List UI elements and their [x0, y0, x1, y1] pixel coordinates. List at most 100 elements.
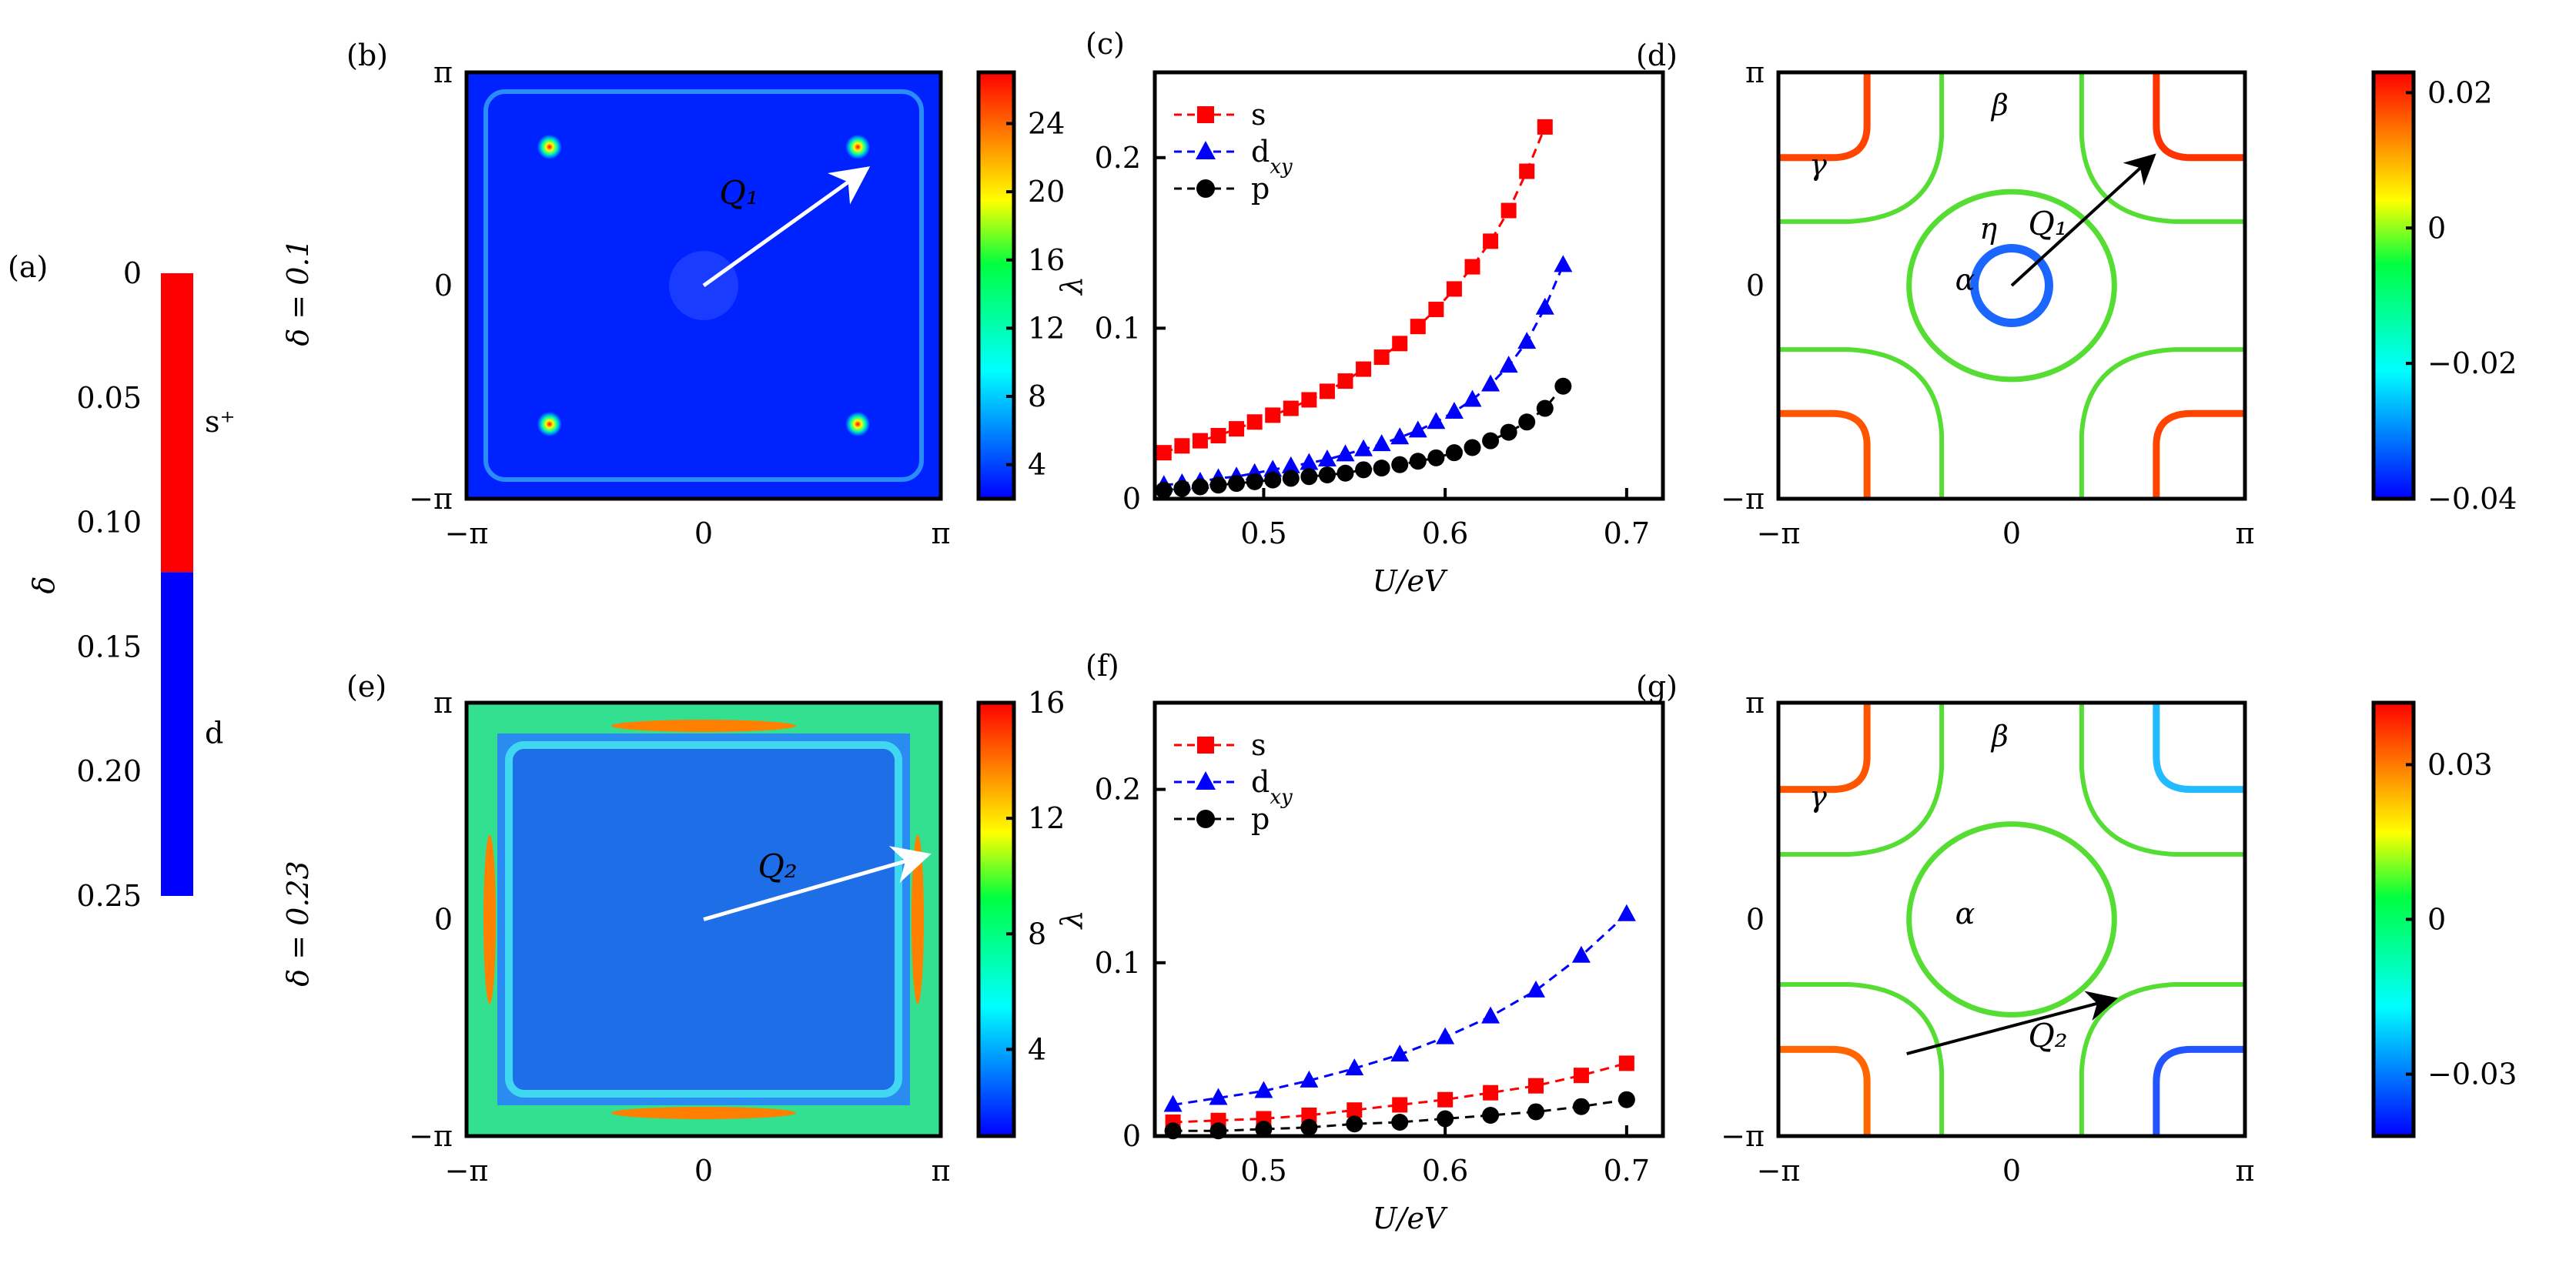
x-tick-label: π	[2236, 516, 2255, 550]
data-point-triangle	[1535, 297, 1554, 315]
colorbar-tick-label: 0.03	[2427, 747, 2493, 781]
heatmap-hotspot	[537, 134, 562, 159]
fermi-pocket-gamma	[1778, 1045, 1871, 1136]
data-point-triangle	[1163, 1095, 1183, 1112]
data-point-triangle	[1300, 453, 1319, 470]
tick-label: 0	[123, 256, 142, 290]
colorbar-tick-label: 0	[2427, 903, 2446, 937]
phase-segment-1	[161, 572, 193, 896]
legend-marker	[1197, 106, 1214, 123]
colorbar	[976, 70, 1016, 501]
y-tick-label: 0	[1122, 482, 1141, 516]
series-line	[1173, 913, 1628, 1106]
data-point-square	[1301, 1107, 1317, 1123]
y-tick-label: π	[1745, 686, 1765, 720]
data-point-circle	[1173, 480, 1191, 497]
data-point-circle	[1318, 466, 1336, 483]
series-s	[1156, 119, 1553, 461]
data-point-circle	[1500, 423, 1517, 441]
data-point-circle	[1337, 464, 1354, 482]
data-point-square	[1437, 1091, 1454, 1108]
fermi-sheet-beta	[1778, 72, 1945, 224]
fermi-pocket-gamma	[2153, 72, 2245, 162]
fermi-pocket-eta	[1970, 244, 2053, 327]
nesting-vector-label: Q₂	[2028, 1017, 2067, 1054]
nesting-vector-arrow	[2010, 153, 2156, 287]
tick-label: 0.20	[76, 754, 142, 788]
fermi-pocket-gamma	[1778, 72, 1871, 162]
y-tick-label: 0	[1746, 269, 1765, 302]
x-tick-label: 0.7	[1604, 1154, 1650, 1188]
data-point-triangle	[1336, 444, 1355, 462]
data-point-square	[1156, 445, 1172, 461]
tick-label: 0.25	[76, 879, 142, 913]
data-point-triangle	[1345, 1058, 1364, 1076]
plot-frame	[464, 700, 943, 1138]
y-tick-label: −π	[1721, 1119, 1765, 1153]
fermi-sheet-beta	[1778, 347, 1945, 499]
data-point-square	[1528, 1078, 1544, 1094]
data-point-square	[1319, 383, 1335, 399]
y-axis-label: δ	[27, 577, 61, 594]
colorbar	[2371, 70, 2416, 501]
colorbar-tick-label: 16	[1028, 686, 1065, 720]
data-point-triangle	[1263, 460, 1283, 477]
data-point-triangle	[1436, 1027, 1455, 1044]
y-tick-label: 0.2	[1095, 141, 1141, 175]
x-tick-label: 0	[2002, 1154, 2021, 1188]
nesting-vector-arrow	[703, 846, 932, 921]
x-tick-label: 0.6	[1422, 516, 1468, 550]
panel-label-g: (g)	[1636, 670, 1678, 703]
data-point-circle	[1518, 413, 1536, 431]
data-point-circle	[1191, 478, 1209, 496]
data-point-square	[1464, 259, 1480, 275]
data-point-circle	[1618, 1091, 1635, 1108]
row-label-bottom: δ = 0.23	[281, 861, 315, 987]
y-tick-label: 0.2	[1095, 773, 1141, 807]
x-axis-label: U/eV	[1373, 564, 1448, 598]
data-point-circle	[1464, 439, 1481, 456]
data-point-triangle	[1254, 1081, 1273, 1098]
legend-label: p	[1251, 802, 1270, 836]
fermi-pocket-gamma	[2153, 1045, 2245, 1136]
data-point-triangle	[1372, 434, 1391, 452]
data-point-square	[1192, 433, 1208, 449]
data-point-circle	[1554, 377, 1572, 395]
colorbar-tick-label: −0.04	[2427, 482, 2517, 516]
legend-marker	[1197, 737, 1214, 754]
data-point-square	[1229, 421, 1245, 437]
data-point-triangle	[1499, 356, 1518, 373]
x-tick-label: 0	[694, 1154, 713, 1188]
tick-label: 0.10	[76, 506, 142, 540]
panel-label-b: (b)	[346, 38, 388, 72]
plot-frame	[1153, 700, 1665, 1138]
nesting-vector-arrow	[702, 166, 871, 288]
data-point-triangle	[1209, 1088, 1228, 1105]
x-tick-label: 0	[2002, 516, 2021, 550]
data-point-circle	[1228, 475, 1246, 493]
data-point-circle	[1482, 432, 1500, 450]
colorbar	[976, 700, 1016, 1138]
pocket-label-α: α	[1955, 263, 1975, 297]
fermi-pocket-alpha	[1906, 189, 2117, 383]
data-point-triangle	[1463, 389, 1482, 407]
data-point-square	[1301, 392, 1317, 408]
panel-label-a: (a)	[8, 250, 48, 284]
heatmap-hotspot	[845, 412, 871, 437]
fermi-pocket-gamma	[1778, 703, 1871, 794]
data-point-square	[1618, 1055, 1634, 1071]
data-point-triangle	[1354, 439, 1373, 456]
data-point-triangle	[1517, 332, 1537, 349]
data-point-triangle	[1444, 401, 1464, 419]
panel-label-f: (f)	[1086, 649, 1119, 683]
series-line	[1163, 126, 1547, 454]
legend-label: s	[1251, 98, 1266, 132]
data-point-square	[1573, 1068, 1589, 1084]
pocket-label-β: β	[1990, 88, 2009, 122]
colorbar-tick-label: −0.02	[2427, 346, 2517, 380]
data-point-triangle	[1527, 980, 1545, 998]
legend-marker	[1196, 179, 1215, 198]
series-d_xy	[1163, 904, 1636, 1112]
pocket-label-γ: γ	[1809, 780, 1827, 814]
x-axis-label: U/eV	[1373, 1201, 1448, 1235]
